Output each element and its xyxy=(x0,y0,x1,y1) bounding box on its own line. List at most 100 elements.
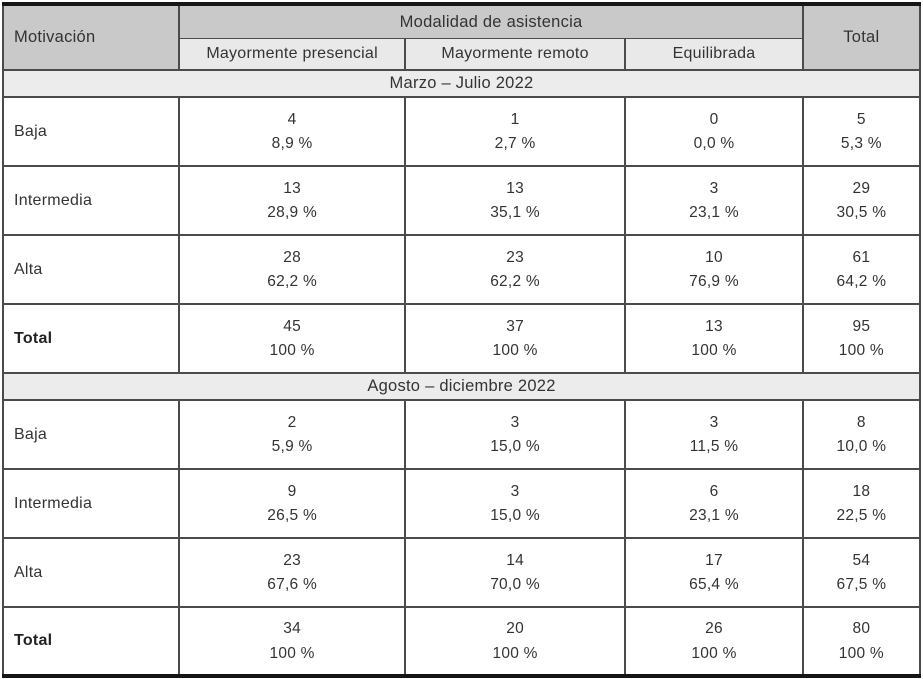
count-value: 0 xyxy=(709,110,719,128)
row-label: Alta xyxy=(1,234,181,305)
data-cell: 26 100 % xyxy=(624,606,804,677)
count-value: 29 xyxy=(852,179,871,197)
percent-value: 8,9 % xyxy=(271,135,313,152)
percent-value: 70,0 % xyxy=(490,576,540,593)
count-value: 37 xyxy=(506,317,524,335)
percent-value: 100 % xyxy=(269,342,315,359)
total-column-header: Total xyxy=(801,3,922,71)
percent-value: 100 % xyxy=(838,342,884,359)
count-value: 13 xyxy=(283,179,301,197)
percent-value: 100 % xyxy=(492,342,538,359)
count-value: 4 xyxy=(287,110,297,128)
table-row: Baja 2 5,9 % 3 15,0 % 3 11,5 % 8 10,0 % xyxy=(1,399,922,470)
data-cell: 2 5,9 % xyxy=(178,399,406,470)
total-cell: 80 100 % xyxy=(801,606,922,677)
percent-value: 15,0 % xyxy=(490,438,540,455)
percent-value: 67,6 % xyxy=(267,576,317,593)
percent-value: 62,2 % xyxy=(490,273,540,290)
percent-value: 11,5 % xyxy=(689,438,739,455)
count-value: 2 xyxy=(287,413,297,431)
data-cell: 14 70,0 % xyxy=(403,537,627,608)
count-value: 17 xyxy=(705,551,723,569)
section-band: Agosto – diciembre 2022 xyxy=(2,372,921,401)
data-cell: 37 100 % xyxy=(403,303,627,374)
data-cell: 0 0,0 % xyxy=(624,96,804,167)
count-value: 20 xyxy=(506,620,524,637)
data-cell: 10 76,9 % xyxy=(624,234,804,305)
count-value: 6 xyxy=(709,482,719,500)
table-row-total: Total 45 100 % 37 100 % 13 100 % 95 100 % xyxy=(1,303,922,374)
total-cell: 54 67,5 % xyxy=(801,537,922,608)
percent-value: 5,3 % xyxy=(840,135,882,152)
percent-value: 0,0 % xyxy=(693,135,735,152)
row-label: Baja xyxy=(1,399,181,470)
total-cell: 8 10,0 % xyxy=(801,399,922,470)
count-value: 14 xyxy=(506,551,524,569)
table-row: Alta 23 67,6 % 14 70,0 % 17 65,4 % 54 67,5 % xyxy=(1,537,922,608)
data-cell: 13 35,1 % xyxy=(403,165,627,236)
data-cell: 3 23,1 % xyxy=(624,165,804,236)
section-title: Agosto – diciembre 2022 xyxy=(2,372,921,401)
column-header-presencial: Mayormente presencial xyxy=(178,38,406,72)
percent-value: 76,9 % xyxy=(689,273,739,290)
table-row: Intermedia 13 28,9 % 13 35,1 % 3 23,1 % 29 3… xyxy=(1,165,922,236)
row-label: Intermedia xyxy=(1,468,181,539)
total-cell: 61 64,2 % xyxy=(801,234,922,305)
count-value: 18 xyxy=(852,482,871,500)
data-cell: 28 62,2 % xyxy=(178,234,406,305)
percent-value: 100 % xyxy=(492,644,538,662)
data-cell: 3 15,0 % xyxy=(403,399,627,470)
total-cell: 18 22,5 % xyxy=(801,468,922,539)
row-label: Intermedia xyxy=(1,165,181,236)
percent-value: 2,7 % xyxy=(494,135,536,152)
count-value: 54 xyxy=(852,551,871,569)
data-cell: 6 23,1 % xyxy=(624,468,804,539)
count-value: 13 xyxy=(506,179,524,197)
percent-value: 62,2 % xyxy=(267,273,317,290)
data-cell: 4 8,9 % xyxy=(178,96,406,167)
data-cell: 3 11,5 % xyxy=(624,399,804,470)
data-cell: 9 26,5 % xyxy=(178,468,406,539)
percent-value: 35,1 % xyxy=(490,204,540,221)
total-cell: 29 30,5 % xyxy=(801,165,922,236)
total-cell: 95 100 % xyxy=(801,303,922,374)
count-value: 3 xyxy=(510,482,520,500)
count-value: 3 xyxy=(709,179,719,197)
percent-value: 100 % xyxy=(269,644,315,662)
corner-header-motivacion: Motivación xyxy=(1,3,181,71)
count-value: 95 xyxy=(852,317,871,335)
percent-value: 30,5 % xyxy=(836,204,887,221)
row-label: Baja xyxy=(1,96,181,167)
data-cell: 3 15,0 % xyxy=(403,468,627,539)
count-value: 3 xyxy=(709,413,719,431)
count-value: 5 xyxy=(856,110,866,128)
percent-value: 5,9 % xyxy=(271,438,313,455)
total-cell: 5 5,3 % xyxy=(801,96,922,167)
percent-value: 65,4 % xyxy=(689,576,739,593)
table-row-total: Total 34 100 % 20 100 % 26 100 % 80 100 % xyxy=(1,606,922,677)
count-value: 8 xyxy=(856,413,866,431)
data-cell: 20 100 % xyxy=(403,606,627,677)
header-row-2: Mayormente presencial Mayormente remoto … xyxy=(3,38,920,72)
column-header-remoto: Mayormente remoto xyxy=(403,38,627,72)
count-value: 61 xyxy=(852,248,871,266)
count-value: 34 xyxy=(283,620,301,637)
percent-value: 10,0 % xyxy=(836,438,887,455)
row-label: Total xyxy=(1,303,181,374)
column-header-equilibrada: Equilibrada xyxy=(624,38,804,72)
count-value: 1 xyxy=(510,110,520,128)
count-value: 13 xyxy=(705,317,723,335)
table-row: Alta 28 62,2 % 23 62,2 % 10 76,9 % 61 64,2 % xyxy=(1,234,922,305)
percent-value: 15,0 % xyxy=(490,507,540,524)
data-cell: 13 100 % xyxy=(624,303,804,374)
data-cell: 17 65,4 % xyxy=(624,537,804,608)
count-value: 28 xyxy=(283,248,301,266)
percent-value: 28,9 % xyxy=(267,204,317,221)
group-header-modalidad: Modalidad de asistencia xyxy=(178,3,804,40)
count-value: 45 xyxy=(283,317,301,335)
percent-value: 23,1 % xyxy=(689,507,739,524)
section-title: Marzo – Julio 2022 xyxy=(2,69,921,98)
count-value: 9 xyxy=(287,482,297,500)
